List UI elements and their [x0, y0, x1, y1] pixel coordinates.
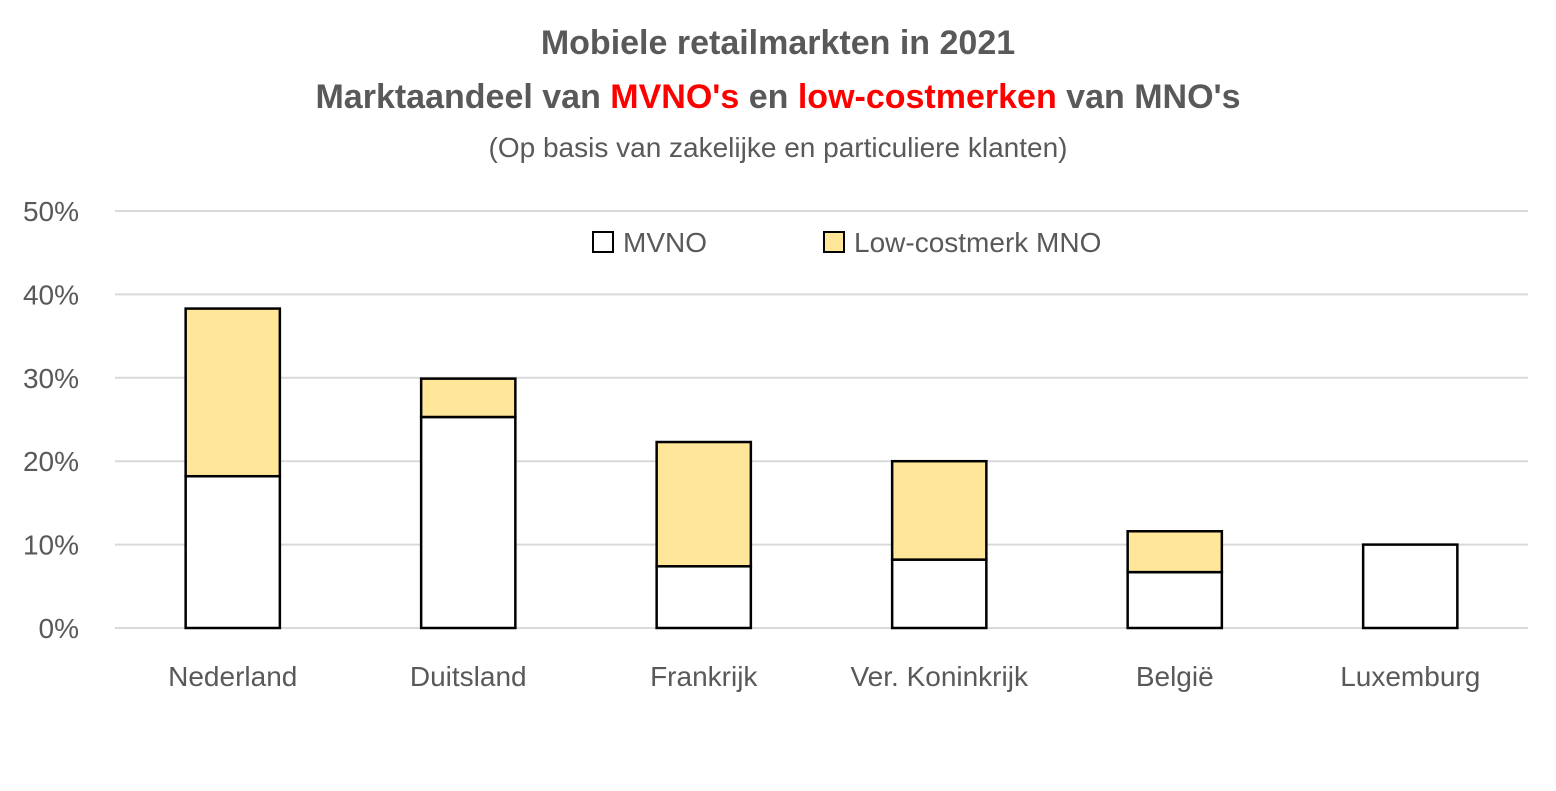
bar-mvno — [419, 415, 517, 630]
chart-subtitle: (Op basis van zakelijke en particuliere … — [488, 132, 1068, 163]
bar-lowcost — [184, 307, 282, 478]
y-tick-label: 40% — [23, 279, 79, 310]
x-tick-label: Nederland — [168, 661, 297, 692]
title-suffix: van MNO's — [1056, 78, 1241, 116]
bar-lowcost — [655, 440, 753, 568]
y-tick-label: 20% — [23, 446, 79, 477]
bar-lowcost — [890, 459, 988, 561]
bar-lowcost — [1126, 530, 1224, 574]
legend-mvno-label: MVNO — [623, 227, 707, 258]
legend-mvno-swatch — [592, 231, 614, 253]
x-tick-label: Duitsland — [410, 661, 527, 692]
chart-title: Mobiele retailmarkten in 2021 — [540, 24, 1016, 62]
title-middle: en — [739, 78, 798, 116]
bar-mvno — [184, 474, 282, 630]
title-highlight-mvno: MVNO's — [610, 78, 740, 116]
y-tick-label: 10% — [23, 530, 79, 561]
title-highlight-lowcost: low-costmerken — [797, 78, 1057, 116]
legend-lowcost-label: Low-costmerk MNO — [854, 227, 1101, 258]
legend-lowcost-swatch — [823, 231, 845, 253]
chart-title-line2: Marktaandeel van MVNO's en low-costmerke… — [0, 78, 1556, 117]
bar-lowcost — [419, 377, 517, 419]
y-tick-label: 50% — [23, 196, 79, 227]
y-tick-label: 30% — [23, 363, 79, 394]
bar-mvno — [655, 565, 753, 630]
x-tick-label: Frankrijk — [650, 661, 758, 692]
bar-mvno — [890, 558, 988, 630]
x-tick-label: Luxemburg — [1340, 661, 1480, 692]
bar-mvno — [1361, 543, 1459, 630]
y-tick-label: 0% — [39, 613, 79, 644]
bar-mvno — [1126, 570, 1224, 630]
x-tick-label: Ver. Koninkrijk — [851, 661, 1029, 692]
x-tick-label: België — [1136, 661, 1214, 692]
title-prefix: Marktaandeel van — [315, 78, 611, 116]
